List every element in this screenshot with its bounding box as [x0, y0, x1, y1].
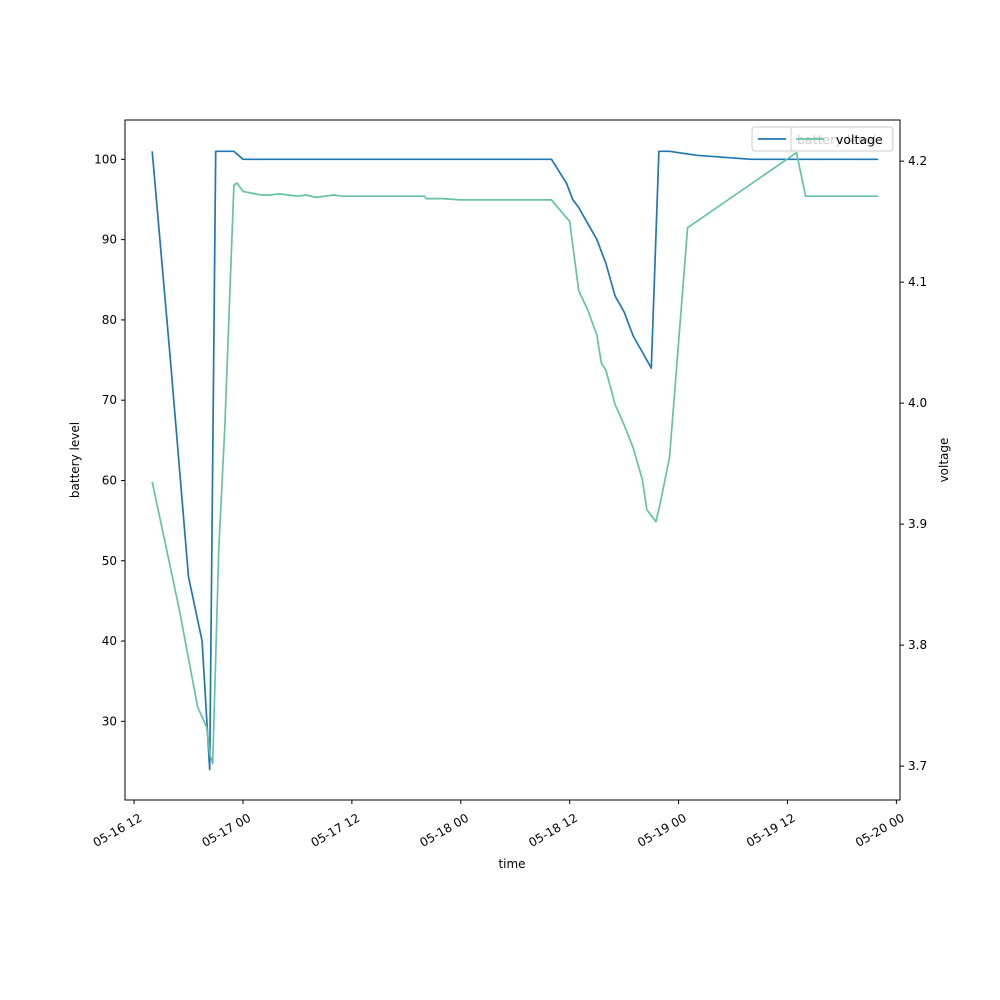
x-axis-label: time [498, 857, 525, 871]
y2-tick-label: 4.2 [908, 154, 927, 168]
ticks-layer: 05-16 12 05-17 00 05-17 12 05-18 00 05-18 12… [91, 152, 927, 850]
series-layer [151, 150, 879, 771]
y-tick-label: 50 [102, 554, 117, 568]
x-tick-label: 05-18 12 [526, 811, 580, 850]
series-line-voltage [151, 151, 879, 765]
x-tick-label: 05-16 12 [91, 811, 145, 850]
x-tick-label: 05-17 12 [308, 811, 362, 850]
y-tick-label: 40 [102, 634, 117, 648]
x-tick-label: 05-20 00 [853, 811, 907, 850]
y2-tick-label: 3.7 [908, 759, 927, 773]
y-tick-label: 70 [102, 393, 117, 407]
y2-tick-label: 4.0 [908, 396, 927, 410]
y2-axis-label: voltage [937, 438, 951, 483]
axes-layer [124, 119, 901, 801]
x-tick-label: 05-17 00 [200, 811, 254, 850]
plot-frame [124, 119, 901, 801]
y-tick-label: 100 [94, 152, 117, 166]
y2-tick-label: 4.1 [908, 275, 927, 289]
legend-box-voltage [790, 126, 894, 152]
y-axis-label: battery level [68, 422, 82, 498]
y-tick-label: 80 [102, 313, 117, 327]
x-tick-label: 05-19 12 [744, 811, 798, 850]
series-line-battery-level [151, 150, 879, 771]
y-tick-label: 90 [102, 233, 117, 247]
y2-tick-label: 3.8 [908, 638, 927, 652]
y-tick-label: 60 [102, 473, 117, 487]
y-tick-label: 30 [102, 714, 117, 728]
x-tick-label: 05-18 00 [417, 811, 471, 850]
x-tick-label: 05-19 00 [635, 811, 689, 850]
y2-tick-label: 3.9 [908, 517, 927, 531]
legend-label-voltage: voltage [836, 132, 883, 147]
